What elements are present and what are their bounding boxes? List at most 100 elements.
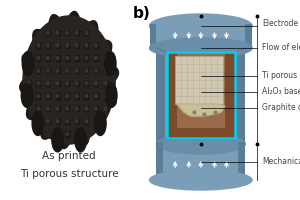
Bar [149,24,252,48]
Bar [56,81,60,86]
Text: Mechanical...: Mechanical... [262,158,300,166]
Circle shape [56,132,59,136]
Bar [156,142,163,180]
Bar [65,106,69,111]
Circle shape [76,132,78,136]
Bar [84,30,88,35]
Circle shape [66,69,68,72]
Bar [46,68,50,73]
Bar [36,55,40,61]
Bar [46,55,50,61]
Bar [56,131,60,137]
Circle shape [56,31,59,34]
Circle shape [76,82,78,85]
Circle shape [37,56,40,60]
Bar [156,48,245,144]
Bar [75,68,79,73]
Circle shape [47,82,49,85]
Circle shape [28,94,30,98]
Text: Al₂O₃ base: Al₂O₃ base [262,88,300,97]
Circle shape [76,44,78,47]
Ellipse shape [149,170,252,190]
Bar [75,81,79,86]
Bar [84,93,88,99]
Bar [27,93,31,99]
Circle shape [95,69,97,72]
Circle shape [85,120,88,123]
Text: Ti porous structure: Ti porous structure [20,169,118,179]
Ellipse shape [32,111,44,135]
Text: Electrode: Electrode [262,20,298,28]
Ellipse shape [75,128,86,152]
Circle shape [56,44,59,47]
Bar [27,68,31,73]
Circle shape [95,94,97,98]
Ellipse shape [52,128,63,152]
Circle shape [47,44,49,47]
Circle shape [76,107,78,110]
Bar [65,81,69,86]
Bar [56,43,60,48]
Circle shape [104,107,107,110]
Text: Ti porous s...: Ti porous s... [262,72,300,80]
Bar [84,106,88,111]
Bar [84,43,88,48]
Bar [103,55,108,61]
Bar [94,43,98,48]
Bar [225,52,235,140]
Circle shape [85,82,88,85]
Bar [65,119,69,124]
Ellipse shape [156,134,245,154]
Bar [167,52,235,140]
Circle shape [56,120,59,123]
Bar [75,30,79,35]
Circle shape [28,69,30,72]
Text: As printed: As printed [42,151,96,161]
Bar [56,119,60,124]
Circle shape [66,82,68,85]
Circle shape [66,44,68,47]
Bar [94,55,98,61]
Circle shape [76,69,78,72]
Bar [36,81,40,86]
Circle shape [95,120,97,123]
Circle shape [76,120,78,123]
Circle shape [37,107,40,110]
Circle shape [95,56,97,60]
Circle shape [56,69,59,72]
Circle shape [47,69,49,72]
Bar [56,93,60,99]
Circle shape [47,31,49,34]
Bar [75,93,79,99]
Bar [75,55,79,61]
Bar [46,106,50,111]
Circle shape [104,94,107,98]
Bar [27,81,31,86]
Bar [36,43,40,48]
Bar [84,68,88,73]
Bar [94,81,98,86]
Bar [149,24,156,48]
Ellipse shape [94,111,106,135]
Circle shape [37,44,40,47]
Text: Flow of ele...: Flow of ele... [262,44,300,52]
Bar [167,52,177,140]
Ellipse shape [21,83,33,107]
Bar [238,142,245,180]
Bar [75,106,79,111]
Bar [237,48,245,144]
Circle shape [37,69,40,72]
Bar [94,106,98,111]
Bar [46,81,50,86]
Circle shape [37,82,40,85]
Circle shape [76,56,78,60]
Bar [46,93,50,99]
Circle shape [95,82,97,85]
Bar [36,93,40,99]
Circle shape [85,31,88,34]
Circle shape [76,31,78,34]
Circle shape [47,107,49,110]
Bar [65,131,69,137]
Bar [103,68,108,73]
Circle shape [104,69,107,72]
